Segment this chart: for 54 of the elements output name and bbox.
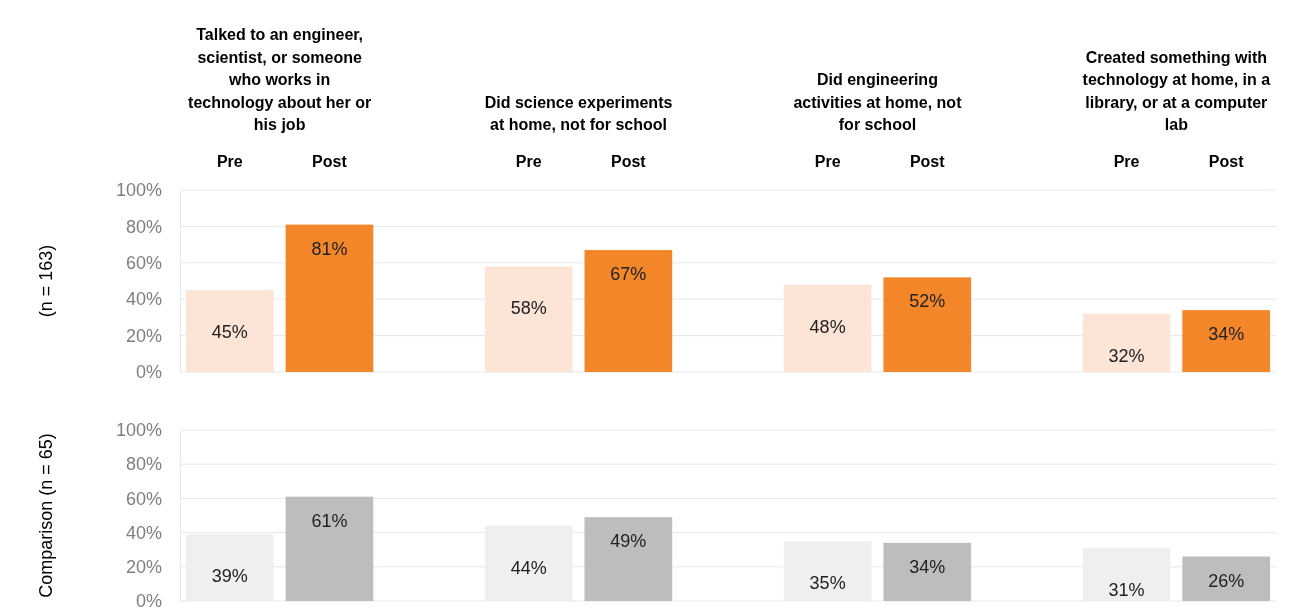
- y-tick-label: 0%: [135, 362, 162, 383]
- data-label: 34%: [1208, 324, 1245, 345]
- y-tick-label: 0%: [135, 591, 162, 612]
- data-label: 26%: [1208, 570, 1245, 591]
- y-tick-label: 20%: [125, 557, 162, 578]
- bar: [584, 517, 673, 601]
- x-tick-label: Post: [909, 153, 946, 170]
- bar: [1082, 313, 1171, 372]
- text: Talked to an engineer, scientist, or someone who works in technology about her or his job: [188, 26, 372, 133]
- data-label: 49%: [610, 531, 647, 552]
- x-tick-label: Pre: [515, 153, 542, 170]
- data-label: 67%: [610, 264, 647, 285]
- bar: [185, 290, 274, 372]
- y-tick-label: 40%: [125, 522, 162, 543]
- data-label: 45%: [211, 322, 248, 343]
- x-tick-label: Pre: [1113, 153, 1140, 170]
- bar: [883, 542, 972, 601]
- data-label: 58%: [510, 298, 547, 319]
- bar: [584, 250, 673, 372]
- y-tick-label: 60%: [125, 488, 162, 509]
- y-axis-title: Comparison (n = 65): [36, 433, 56, 598]
- data-label: 35%: [809, 573, 846, 594]
- bar: [285, 224, 374, 372]
- data-label: 52%: [909, 291, 946, 312]
- y-tick-label: 80%: [125, 216, 162, 237]
- bar: [783, 284, 872, 372]
- bar: [1182, 556, 1271, 601]
- x-tick-label: Post: [312, 153, 348, 170]
- x-tick-label: Pre: [814, 153, 841, 170]
- y-axis-title: (n = 163): [36, 244, 56, 318]
- y-tick-label: 60%: [125, 253, 162, 274]
- data-label: 44%: [510, 557, 547, 578]
- bar: [285, 496, 374, 601]
- y-tick-label: 100%: [115, 180, 162, 201]
- data-label: 61%: [311, 510, 348, 531]
- data-label: 31%: [1108, 579, 1145, 600]
- text: Created something with technology at home, in a library, or at a computer lab: [1082, 48, 1271, 133]
- y-tick-label: 80%: [125, 454, 162, 475]
- x-tick-label: Post: [611, 153, 647, 170]
- data-label: 32%: [1108, 345, 1145, 366]
- data-label: 39%: [211, 566, 248, 587]
- y-tick-label: 100%: [115, 420, 162, 441]
- data-label: 81%: [311, 238, 348, 259]
- text: Did science experiments at home, not for school: [484, 93, 673, 133]
- y-tick-label: 40%: [125, 289, 162, 310]
- bar: [484, 266, 573, 372]
- data-label: 34%: [909, 556, 946, 577]
- bar: [883, 277, 972, 372]
- x-tick-label: Post: [1208, 153, 1245, 170]
- x-tick-label: Pre: [216, 153, 243, 170]
- text: Did engineering activities at home, not for school: [793, 71, 963, 133]
- y-tick-label: 20%: [125, 325, 162, 346]
- bar: [1182, 310, 1271, 372]
- data-label: 48%: [809, 316, 846, 337]
